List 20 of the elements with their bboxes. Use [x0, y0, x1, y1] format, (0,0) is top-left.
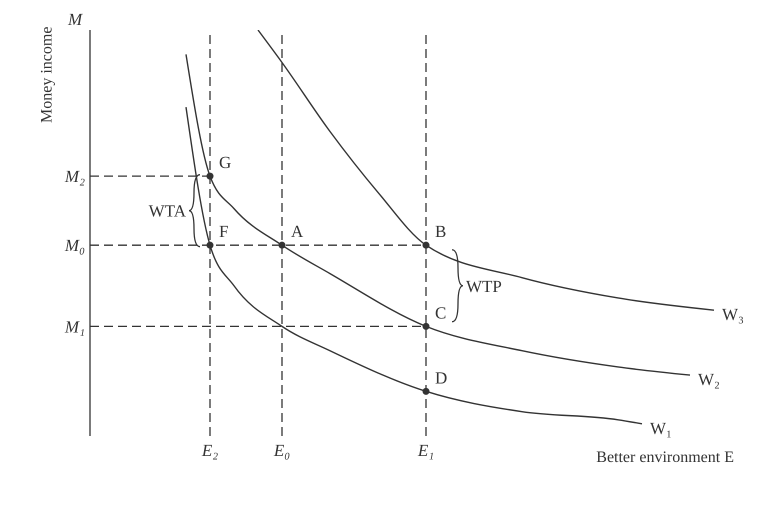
x-tick-label: E₁: [416, 441, 434, 460]
annotation: F: [219, 222, 228, 242]
ref-line-label: M₀: [64, 236, 86, 256]
x-tick-label: E₀: [272, 441, 290, 460]
annotation: A: [291, 222, 304, 242]
annotation: C: [435, 303, 446, 322]
y-axis-title: Money income: [38, 26, 56, 123]
text: M: [68, 10, 82, 30]
annotation: G: [219, 153, 232, 172]
annotation: B: [435, 222, 446, 242]
annotation: WTP: [466, 276, 502, 296]
series-label: W₁: [650, 418, 672, 438]
ref-line-label: M₁: [64, 317, 85, 336]
series-label: W₂: [698, 370, 720, 390]
annotation: WTA: [148, 202, 187, 221]
series-label: W₃: [722, 305, 744, 324]
ref-line-label: M₂: [64, 167, 86, 186]
x-axis-title: Better environment E: [596, 449, 734, 466]
x-tick-label: E₂: [200, 441, 218, 460]
annotation: D: [435, 368, 448, 388]
